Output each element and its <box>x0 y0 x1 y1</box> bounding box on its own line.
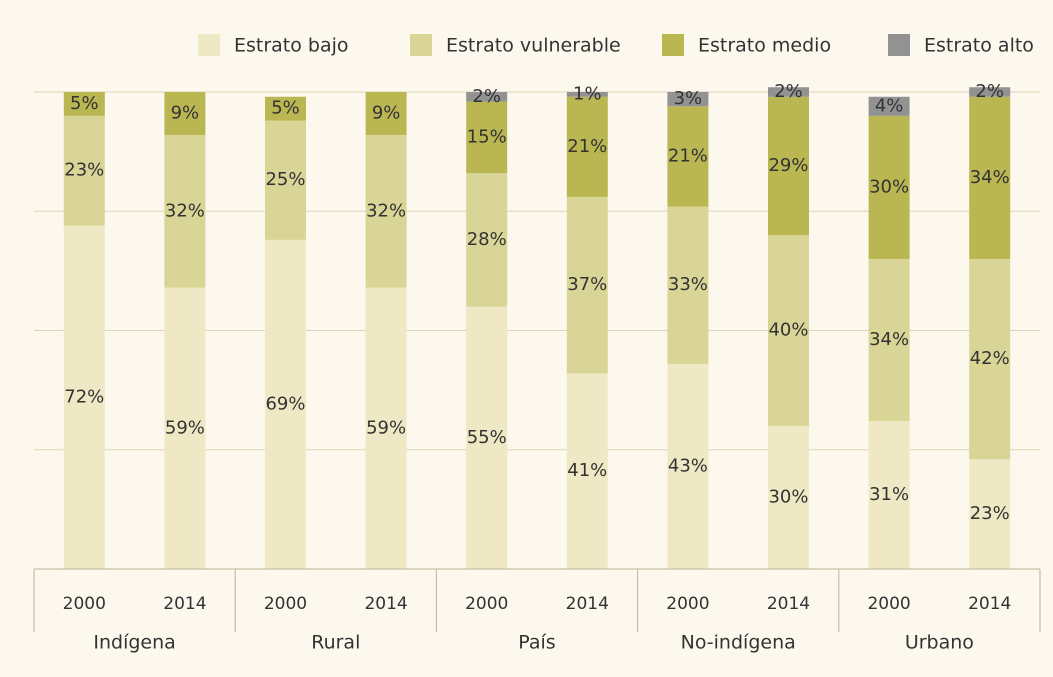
bar-segment <box>265 96 306 121</box>
x-tick-label: 2014 <box>767 594 810 614</box>
data-label: 34% <box>869 329 909 350</box>
data-label: 32% <box>165 200 205 221</box>
legend-label: Estrato alto <box>924 35 1034 57</box>
data-label: 3% <box>674 88 703 109</box>
group-label: País <box>518 632 555 654</box>
data-label: 5% <box>70 93 99 114</box>
bar-segment <box>365 134 407 288</box>
data-label: 33% <box>668 274 708 295</box>
data-label: 2% <box>975 81 1004 102</box>
data-label: 30% <box>869 176 909 197</box>
bar-segment <box>969 258 1011 460</box>
bar-segment <box>466 101 508 174</box>
bar-segment <box>667 363 709 569</box>
bar-segment <box>63 92 105 116</box>
bar-segment <box>868 258 910 422</box>
data-label: 29% <box>768 155 808 176</box>
legend-label: Estrato medio <box>698 35 831 57</box>
data-label: 4% <box>875 95 904 116</box>
bar-segment <box>768 87 809 97</box>
bar-segment <box>63 225 105 569</box>
bar-segment <box>667 206 709 364</box>
x-tick-label: 2014 <box>566 594 609 614</box>
x-tick-label: 2000 <box>666 594 709 614</box>
data-label: 37% <box>567 274 607 295</box>
bar-segment <box>365 92 407 135</box>
data-label: 25% <box>265 169 305 190</box>
legend-swatch <box>410 34 432 56</box>
data-label: 21% <box>567 136 607 157</box>
bar-segment <box>466 92 508 102</box>
data-label: 43% <box>668 455 708 476</box>
bar-segment <box>868 421 910 569</box>
bar-segment <box>969 87 1011 97</box>
bar-segment <box>566 96 608 197</box>
bar-segment <box>768 425 809 569</box>
legend-swatch <box>198 34 220 56</box>
group-label: Indígena <box>93 632 175 654</box>
data-label: 32% <box>366 200 406 221</box>
data-label: 1% <box>573 83 602 104</box>
bar-segment <box>466 306 508 569</box>
bar-segment <box>868 96 910 116</box>
data-label: 28% <box>467 229 507 250</box>
data-label: 23% <box>970 503 1010 524</box>
bar-segment <box>63 115 105 226</box>
bar-segment <box>566 373 608 569</box>
bar-segment <box>566 196 608 374</box>
bar-segment <box>768 235 809 426</box>
x-tick-label: 2000 <box>465 594 508 614</box>
data-label: 59% <box>165 417 205 438</box>
x-tick-label: 2000 <box>63 594 106 614</box>
group-label: Urbano <box>905 632 974 654</box>
x-tick-label: 2000 <box>867 594 910 614</box>
x-tick-label: 2014 <box>163 594 206 614</box>
data-label: 59% <box>366 417 406 438</box>
data-label: 21% <box>668 145 708 166</box>
data-label: 31% <box>869 484 909 505</box>
bar-segment <box>667 106 709 207</box>
bar-segment <box>265 239 306 569</box>
data-label: 42% <box>970 348 1010 369</box>
data-label: 9% <box>171 102 200 123</box>
data-label: 9% <box>372 102 401 123</box>
bar-segment <box>868 115 910 259</box>
data-label: 72% <box>64 386 104 407</box>
data-label: 15% <box>467 126 507 147</box>
data-label: 2% <box>472 86 501 107</box>
data-label: 23% <box>64 160 104 181</box>
bar-segment <box>164 134 206 288</box>
legend-label: Estrato vulnerable <box>446 35 621 57</box>
group-label: No-indígena <box>681 632 796 654</box>
bar-segment <box>164 287 206 569</box>
data-label: 34% <box>970 167 1010 188</box>
bar-segment <box>164 92 206 135</box>
group-label: Rural <box>311 632 360 654</box>
data-label: 41% <box>567 460 607 481</box>
data-label: 55% <box>467 427 507 448</box>
bar-segment <box>969 459 1011 569</box>
bar-segment <box>566 92 608 97</box>
legend-label: Estrato bajo <box>234 35 349 57</box>
x-tick-label: 2000 <box>264 594 307 614</box>
data-label: 2% <box>774 81 803 102</box>
legend-swatch <box>888 34 910 56</box>
bar-segment <box>365 287 407 569</box>
bar-segment <box>466 173 508 307</box>
data-label: 40% <box>768 320 808 341</box>
bar-segment <box>969 96 1011 259</box>
data-label: 69% <box>265 393 305 414</box>
bar-segment <box>768 96 809 236</box>
data-label: 5% <box>271 98 300 119</box>
x-tick-label: 2014 <box>968 594 1011 614</box>
data-label: 30% <box>768 486 808 507</box>
bar-segment <box>265 120 306 240</box>
bar-segment <box>667 92 709 107</box>
legend-swatch <box>662 34 684 56</box>
x-tick-label: 2014 <box>364 594 407 614</box>
